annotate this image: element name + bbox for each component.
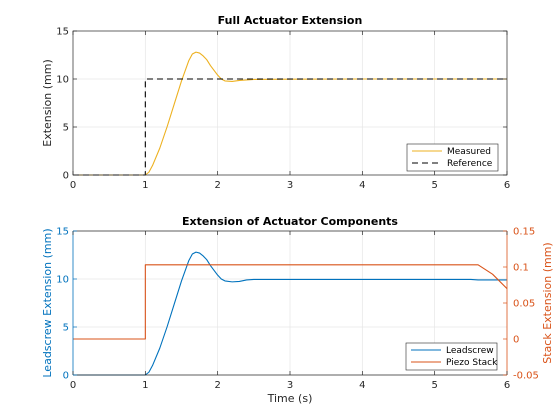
series-line-leadscrew (73, 251, 507, 376)
series-line-reference (73, 78, 507, 176)
chart-title: Extension of Actuator Components (182, 215, 398, 228)
y-axis-label: Extension (mm) (41, 59, 54, 147)
y-tick-label: 10 (56, 275, 69, 286)
right-y-tick-label: 0.1 (513, 263, 529, 274)
x-tick-label: 1 (142, 380, 148, 391)
right-y-tick-label: 0.05 (513, 299, 535, 310)
x-tick-label: 0 (70, 380, 76, 391)
x-tick-label: 4 (359, 380, 365, 391)
legend-label-measured: Measured (447, 147, 491, 157)
right-y-axis-label: Stack Extension (mm) (541, 242, 554, 363)
y-tick-label: 10 (56, 75, 69, 86)
y-tick-label: 0 (63, 171, 69, 182)
series-layer (73, 251, 508, 376)
right-y-tick-label: -0.05 (513, 371, 539, 382)
x-tick-label: 6 (504, 180, 510, 191)
x-tick-label: 2 (214, 380, 220, 391)
x-tick-label: 6 (504, 380, 510, 391)
y-tick-label: 15 (56, 227, 69, 238)
legend-box (405, 342, 498, 371)
x-tick-label: 5 (431, 380, 437, 391)
x-tick-label: 0 (70, 180, 76, 191)
legend-label-leadscrew: Leadscrew (446, 346, 494, 356)
series-line-piezo-stack (73, 264, 508, 340)
x-tick-label: 1 (142, 180, 148, 191)
legend-label-reference: Reference (447, 159, 493, 169)
ticks: 0 1 2 3 4 5 6 0 5 10 15 (56, 27, 510, 192)
x-axis-label: Time (s) (267, 392, 313, 405)
ticks: 0 1 2 3 4 5 6 0 5 10 15 -0.05 0 0.05 0.1 0.15 (56, 227, 539, 392)
y-tick-label: 5 (63, 123, 69, 134)
legend-box (406, 143, 499, 172)
right-y-tick-label: 0.15 (513, 227, 535, 238)
legend: Leadscrew Piezo Stack (405, 342, 498, 371)
left-y-axis-label: Leadscrew Extension (mm) (41, 228, 54, 377)
x-tick-label: 5 (431, 180, 437, 191)
axes-actuator-components: 0 1 2 3 4 5 6 0 5 10 15 -0.05 0 0.05 0.1 0.15 Extension… (41, 215, 554, 405)
right-y-tick-label: 0 (513, 335, 519, 346)
y-tick-label: 5 (63, 323, 69, 334)
x-tick-label: 3 (287, 180, 293, 191)
x-tick-label: 2 (214, 180, 220, 191)
x-tick-label: 3 (287, 380, 293, 391)
y-tick-label: 15 (56, 27, 69, 38)
series-line-measured (73, 51, 507, 176)
axes-full-actuator-extension: 0 1 2 3 4 5 6 0 5 10 15 Full Actuator Extension Ex… (41, 14, 510, 191)
legend: Measured Reference (406, 143, 499, 172)
y-tick-label: 0 (63, 371, 69, 382)
x-tick-label: 4 (359, 180, 365, 191)
chart-title: Full Actuator Extension (218, 14, 363, 27)
series-layer (73, 51, 507, 176)
legend-label-piezo-stack: Piezo Stack (446, 358, 498, 368)
